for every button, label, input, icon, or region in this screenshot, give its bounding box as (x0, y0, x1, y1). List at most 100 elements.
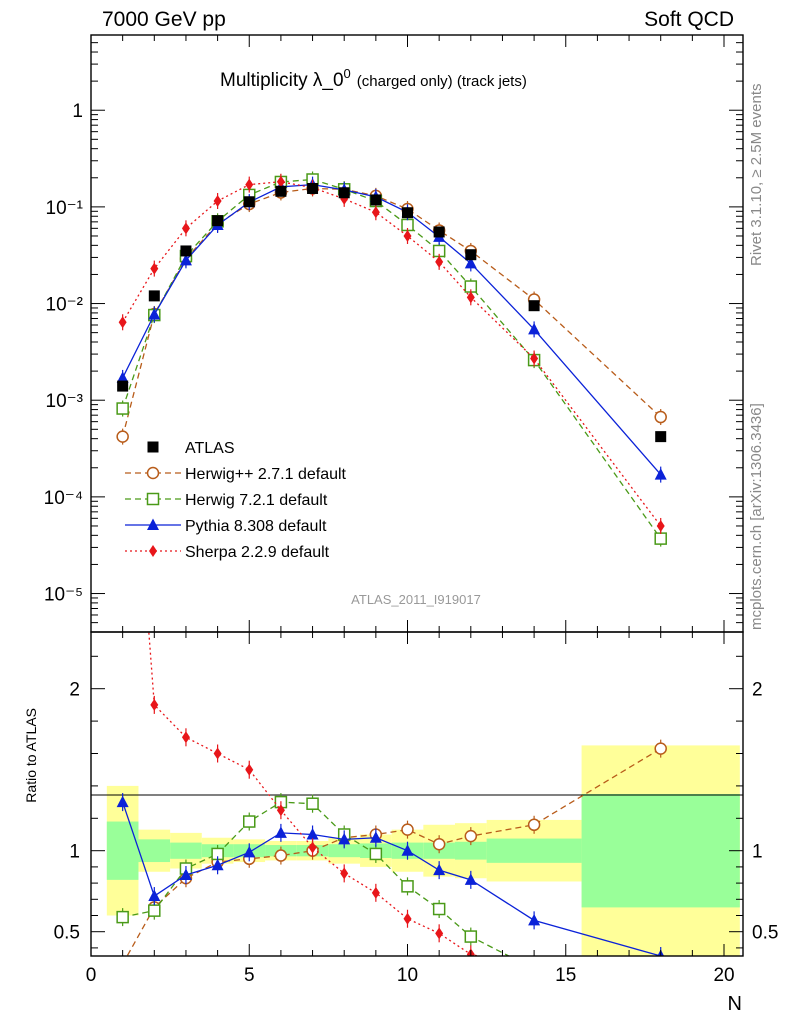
y-tick-label-ratio-right: 1 (752, 842, 763, 863)
legend: ATLAS Herwig++ 2.7.1 default Herwig 7.2.1 … (125, 440, 347, 561)
y-tick-label-main: 10⁻³ (46, 391, 84, 412)
analysis-watermark: ATLAS_2011_I919017 (351, 592, 481, 607)
y-tick-label-ratio: 2 (69, 680, 80, 701)
ratio-point-pythia (528, 913, 541, 926)
ratio-point-herwig (527, 818, 541, 832)
ratio-band-inner (328, 844, 361, 858)
data-point-atlas (528, 300, 540, 312)
legend-label-herwig: Herwig 7.2.1 default (185, 492, 328, 509)
data-point-atlas (117, 380, 129, 392)
ratio-point-herwig (306, 797, 319, 810)
x-tick-label: 10 (397, 965, 418, 986)
y-tick-label-ratio-right: 2 (752, 680, 763, 701)
series-point-herwig (116, 430, 129, 443)
legend-label-atlas: ATLAS (185, 440, 235, 457)
data-point-atlas (370, 194, 382, 206)
ratio-point-herwig (401, 880, 414, 893)
series-point-herwig (654, 410, 667, 424)
data-point-atlas (148, 290, 160, 302)
ratio-point-herwig (274, 849, 288, 862)
data-point-atlas (465, 249, 477, 261)
y-tick-label-main: 10⁻¹ (46, 198, 84, 219)
series-point-sherpa (403, 229, 412, 242)
data-point-atlas (402, 207, 414, 219)
ratio-point-herwig (464, 829, 478, 843)
chart-title: Multiplicity λ_00 (charged only) (track j… (220, 66, 527, 91)
y-tick-label-ratio-right: 0.5 (752, 923, 778, 944)
legend-label-herwig: Herwig++ 2.7.1 default (185, 466, 347, 483)
ratio-uncertainty-bands (106, 745, 740, 956)
y-tick-label-main: 10⁻² (46, 295, 84, 316)
ratio-point-herwig (432, 837, 446, 851)
y-tick-label-main: 1 (72, 101, 83, 122)
ratio-point-pythia (116, 795, 129, 808)
axes-group: 0 5 10 15 20 10⁻⁵ 10⁻⁴ 10⁻³ 10⁻² 10⁻¹ 1 0.5 0.5 1 1 2 2 (44, 34, 778, 986)
ratio-band-inner (106, 821, 139, 880)
ratio-point-pythia (243, 845, 256, 858)
series-point-sherpa (656, 519, 665, 532)
y-tick-label-ratio: 0.5 (54, 923, 80, 944)
legend-label-sherpa: Sherpa 2.2.9 default (185, 544, 330, 561)
series-point-sherpa (150, 262, 159, 275)
x-tick-label: 0 (86, 965, 97, 986)
series-point-pythia (148, 308, 161, 320)
data-point-atlas (275, 185, 287, 197)
data-point-atlas (307, 182, 319, 194)
ratio-point-sherpa (245, 763, 254, 776)
ratio-point-sherpa (403, 912, 412, 925)
header-energy-label: 7000 GeV pp (102, 8, 226, 31)
series-point-pythia (528, 322, 541, 335)
series-point-pythia (116, 371, 129, 383)
legend-marker-herwig (146, 466, 160, 480)
series-line-pythia (122, 183, 662, 476)
ratio-point-pythia (338, 832, 351, 845)
ratio-point-herwig (243, 815, 256, 828)
chart-title-qualifier: (charged only) (track jets) (357, 73, 527, 90)
ratio-band-inner (170, 842, 202, 859)
data-point-atlas (243, 196, 255, 208)
ratio-point-pythia (369, 831, 382, 843)
legend-marker-pythia (147, 518, 159, 530)
series-line-sherpa (122, 181, 662, 527)
series-point-sherpa (466, 291, 475, 304)
ratio-line-pythia (122, 801, 661, 956)
series-point-herwig (654, 532, 667, 545)
ratio-point-sherpa (340, 867, 349, 880)
ratio-line-sherpa (148, 632, 482, 956)
series-point-sherpa (181, 222, 190, 235)
series-point-pythia (464, 256, 477, 269)
series-line-herwig (122, 178, 662, 539)
ratio-point-herwig (432, 902, 446, 916)
ratio-point-pythia (148, 889, 161, 902)
series-point-sherpa (213, 195, 222, 208)
ratio-band-inner (486, 838, 582, 863)
ratio-point-pythia (179, 868, 192, 880)
series-point-herwig (116, 402, 129, 415)
main-series-group (116, 171, 667, 547)
ratio-point-herwig (148, 904, 161, 917)
ratio-point-sherpa (308, 841, 317, 854)
ratio-point-herwig (369, 847, 383, 861)
series-point-sherpa (530, 352, 539, 365)
ratio-point-pythia (306, 828, 319, 840)
ratio-point-herwig (117, 959, 128, 970)
header-process-label: Soft QCD (644, 8, 734, 31)
ratio-point-sherpa (276, 804, 285, 817)
ratio-panel-frame (90, 631, 744, 957)
series-point-pythia (179, 253, 192, 266)
x-axis-label: N (728, 993, 742, 1015)
series-point-pythia (654, 468, 667, 480)
legend-marker-atlas (147, 441, 159, 453)
legend-marker-sherpa (149, 545, 157, 557)
series-line-herwig (122, 187, 662, 437)
data-point-atlas (338, 187, 350, 199)
main-panel-frame (90, 34, 744, 633)
data-point-atlas (655, 431, 667, 443)
ratio-point-pythia (211, 858, 224, 871)
ratio-band-inner (138, 839, 171, 863)
ratio-point-pythia (464, 873, 477, 885)
ratio-point-herwig (464, 930, 478, 943)
y-tick-label-main: 10⁻⁴ (44, 488, 83, 509)
x-tick-label: 5 (244, 965, 255, 986)
ratio-point-sherpa (371, 886, 380, 899)
